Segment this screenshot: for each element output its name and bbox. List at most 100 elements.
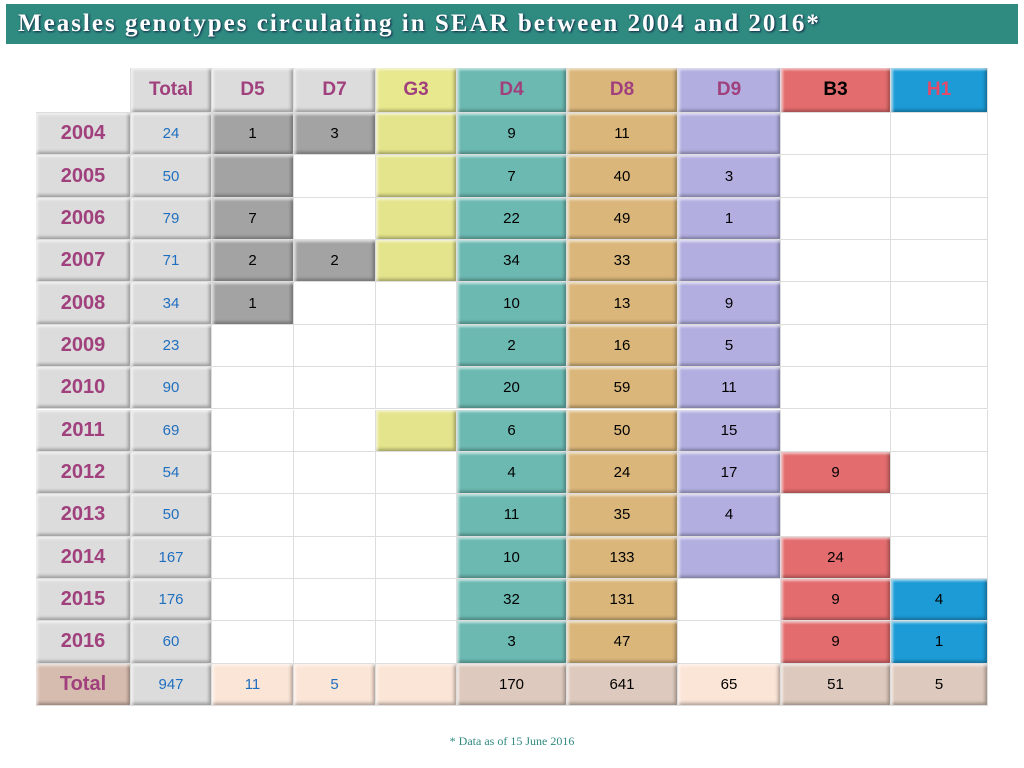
row-total: 69 (131, 409, 212, 452)
count-cell (781, 494, 891, 537)
count-cell (781, 324, 891, 368)
column-total: 11 (212, 663, 294, 706)
count-cell (212, 367, 294, 410)
column-header: D8 (567, 68, 678, 113)
count-cell (212, 621, 294, 664)
count-cell: 49 (567, 197, 678, 241)
count-cell: 9 (781, 451, 891, 495)
row-header: 2011 (36, 409, 131, 452)
count-cell: 4 (891, 578, 988, 622)
count-cell: 1 (891, 621, 988, 664)
column-total: 5 (294, 663, 376, 706)
count-cell (781, 113, 891, 156)
count-cell (294, 155, 376, 198)
count-cell: 3 (678, 155, 781, 198)
count-cell (294, 494, 376, 537)
count-cell (376, 197, 457, 241)
count-cell (891, 324, 988, 368)
count-cell: 11 (567, 113, 678, 156)
count-cell (376, 451, 457, 495)
count-cell (212, 451, 294, 495)
row-header: 2014 (36, 536, 131, 579)
row-header: 2006 (36, 197, 131, 241)
count-cell (294, 578, 376, 622)
count-cell: 7 (212, 197, 294, 241)
count-cell: 32 (457, 578, 567, 622)
count-cell (891, 451, 988, 495)
count-cell: 2 (294, 240, 376, 283)
count-cell: 11 (457, 494, 567, 537)
column-header: B3 (781, 68, 891, 113)
count-cell (891, 113, 988, 156)
count-cell (678, 113, 781, 156)
count-cell (294, 324, 376, 368)
column-total: 170 (457, 663, 567, 706)
count-cell: 59 (567, 367, 678, 410)
count-cell: 7 (457, 155, 567, 198)
count-cell (376, 240, 457, 283)
total-row-header: Total (36, 663, 131, 706)
count-cell: 34 (457, 240, 567, 283)
count-cell (376, 621, 457, 664)
column-header: H1 (891, 68, 988, 113)
column-header: D7 (294, 68, 376, 113)
count-cell (294, 621, 376, 664)
count-cell (376, 536, 457, 579)
row-total: 23 (131, 324, 212, 368)
row-header: 2016 (36, 621, 131, 664)
count-cell: 33 (567, 240, 678, 283)
count-cell: 22 (457, 197, 567, 241)
row-header: 2015 (36, 578, 131, 622)
count-cell (212, 409, 294, 452)
count-cell: 15 (678, 409, 781, 452)
count-cell: 40 (567, 155, 678, 198)
count-cell: 1 (678, 197, 781, 241)
count-cell (891, 367, 988, 410)
count-cell (376, 324, 457, 368)
column-header: D5 (212, 68, 294, 113)
count-cell: 133 (567, 536, 678, 579)
count-cell (376, 578, 457, 622)
count-cell (781, 155, 891, 198)
count-cell (376, 409, 457, 452)
count-cell (294, 451, 376, 495)
count-cell (891, 155, 988, 198)
row-total: 60 (131, 621, 212, 664)
count-cell: 2 (457, 324, 567, 368)
row-total: 90 (131, 367, 212, 410)
count-cell: 2 (212, 240, 294, 283)
count-cell (376, 113, 457, 156)
count-cell: 9 (678, 282, 781, 325)
count-cell (376, 367, 457, 410)
row-total: 54 (131, 451, 212, 495)
row-header: 2012 (36, 451, 131, 495)
count-cell: 5 (678, 324, 781, 368)
corner-cell (36, 68, 131, 113)
column-total: 5 (891, 663, 988, 706)
count-cell: 3 (294, 113, 376, 156)
count-cell (891, 536, 988, 579)
row-total: 79 (131, 197, 212, 241)
row-total: 50 (131, 494, 212, 537)
count-cell (781, 367, 891, 410)
grand-total: 947 (131, 663, 212, 706)
count-cell (781, 409, 891, 452)
count-cell: 4 (678, 494, 781, 537)
column-total: 641 (567, 663, 678, 706)
count-cell: 47 (567, 621, 678, 664)
count-cell (678, 240, 781, 283)
footnote: * Data as of 15 June 2016 (449, 734, 575, 748)
count-cell: 24 (781, 536, 891, 579)
count-cell (294, 282, 376, 325)
count-cell: 13 (567, 282, 678, 325)
row-total: 176 (131, 578, 212, 622)
row-total: 167 (131, 536, 212, 579)
count-cell (294, 409, 376, 452)
row-header: 2004 (36, 113, 131, 156)
title: Measles genotypes circulating in SEAR be… (6, 4, 1018, 44)
count-cell (781, 197, 891, 241)
count-cell: 9 (781, 621, 891, 664)
count-cell: 10 (457, 282, 567, 325)
column-total (376, 663, 457, 706)
column-header: D4 (457, 68, 567, 113)
